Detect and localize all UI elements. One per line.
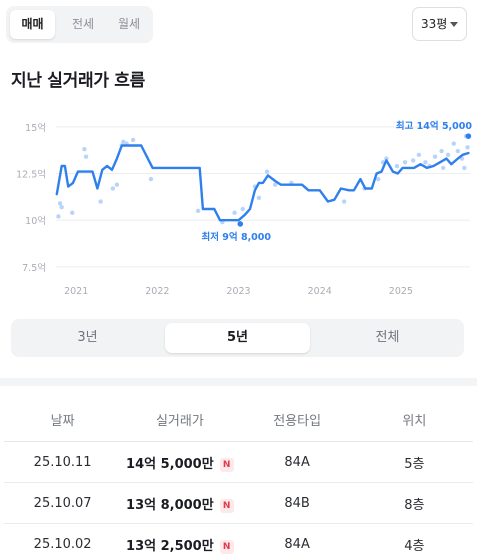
table-header-row: 날짜 실거래가 전용타입 위치 [4, 397, 473, 442]
scatter-point [195, 208, 201, 214]
y-tick-label: 10억 [25, 215, 46, 227]
new-badge: N [219, 498, 234, 513]
scatter-point [264, 169, 270, 174]
scatter-point [441, 165, 446, 171]
deal-type-tabs: 매매 전세 월세 [6, 6, 153, 43]
x-tick-label: 2021 [64, 286, 88, 297]
scatter-point [148, 176, 154, 182]
section-title: 지난 실거래가 흐름 [11, 71, 145, 91]
x-axis-labels: 2021 2022 2023 2024 2025 [64, 286, 413, 297]
table-row[interactable]: 25.10.07 13억 8,000만 N 84B 8층 [4, 482, 473, 524]
scatter-point [410, 158, 416, 163]
scatter-point [416, 152, 422, 158]
new-badge: N [219, 457, 234, 472]
scatter-point [384, 156, 389, 161]
row-price-value: 13억 2,500만 [126, 538, 214, 554]
y-tick-label: 12.5억 [16, 169, 46, 181]
scatter-point [56, 214, 61, 219]
scatter-point [272, 182, 278, 187]
min-price-label: 최저 9억 8,000 [202, 231, 272, 243]
row-price: 13억 2,500만 N [121, 523, 239, 556]
scatter-point [402, 160, 408, 165]
scatter-point [394, 163, 400, 169]
scatter-point [70, 210, 75, 215]
row-date: 25.10.02 [4, 523, 122, 556]
scatter-point [110, 186, 116, 191]
row-type: 84B [238, 482, 356, 524]
tab-period-3y[interactable]: 3년 [77, 330, 98, 345]
price-trend-chart: 7.5억 10억 12.5억 15억 2021 2022 2023 2024 2025 최고 … [16, 120, 473, 297]
scatter-point [256, 195, 262, 201]
scatter-point [445, 152, 451, 158]
scatter-point [121, 139, 126, 144]
column-header-type: 전용타입 [238, 397, 356, 442]
scatter-point [465, 145, 470, 150]
scatter-point [423, 160, 428, 165]
scatter-point [83, 154, 89, 159]
scatter-point [376, 176, 381, 182]
table-row[interactable]: 25.10.02 13억 2,500만 N 84A 4층 [4, 523, 473, 556]
scatter-point [462, 165, 467, 171]
row-floor: 8층 [355, 482, 473, 524]
scatter-point [240, 206, 245, 212]
row-floor: 4층 [355, 523, 473, 556]
scatter-point [439, 148, 444, 154]
tab-period-all[interactable]: 전체 [375, 330, 400, 345]
tab-period-5y[interactable]: 5년 [165, 323, 310, 353]
max-price-label: 최고 14억 5,000 [396, 120, 472, 132]
chart-annotations: 최고 14억 5,000 최저 9억 8,000 [202, 120, 473, 243]
y-axis-labels: 7.5억 10억 12.5억 15억 [16, 122, 46, 274]
row-price-value: 13억 8,000만 [126, 497, 214, 513]
row-price: 13억 8,000만 N [121, 482, 239, 524]
column-header-floor: 위치 [355, 397, 473, 442]
row-price-value: 14억 5,000만 [126, 456, 214, 472]
scatter-point [130, 137, 136, 143]
scatter-point [59, 204, 64, 210]
scatter-point [232, 210, 237, 215]
scatter-point [114, 182, 120, 187]
price-trend-line [55, 144, 470, 222]
scatter-point [98, 199, 103, 204]
pyeong-select[interactable]: 33평 [412, 7, 467, 41]
section-divider [0, 378, 477, 386]
y-tick-label: 15억 [25, 122, 46, 134]
scatter-point [455, 148, 461, 154]
tab-sale[interactable]: 매매 [10, 10, 55, 39]
max-point-marker [465, 133, 472, 139]
row-price: 14억 5,000만 N [121, 441, 239, 483]
x-tick-label: 2022 [145, 286, 169, 297]
column-header-price: 실거래가 [121, 397, 239, 442]
scatter-points [56, 133, 470, 225]
y-tick-label: 7.5억 [22, 262, 46, 274]
scatter-point [82, 147, 87, 152]
period-tabs: 3년 5년 전체 [11, 319, 464, 357]
x-tick-label: 2023 [226, 286, 250, 297]
row-floor: 5층 [355, 441, 473, 483]
tab-jeonse[interactable]: 전세 [71, 17, 95, 31]
x-tick-label: 2025 [389, 286, 413, 297]
scatter-point [451, 141, 456, 146]
x-tick-label: 2024 [308, 286, 332, 297]
row-type: 84A [238, 441, 356, 483]
chevron-down-icon [450, 22, 458, 27]
scatter-point [341, 199, 347, 204]
row-date: 25.10.07 [4, 482, 122, 524]
scatter-point [432, 154, 438, 159]
row-type: 84A [238, 523, 356, 556]
min-point-marker [237, 221, 244, 227]
column-header-date: 날짜 [4, 397, 122, 442]
table-row[interactable]: 25.10.11 14억 5,000만 N 84A 5층 [4, 441, 473, 483]
row-date: 25.10.11 [4, 441, 122, 483]
tab-monthly-rent[interactable]: 월세 [117, 17, 141, 31]
pyeong-select-value: 33평 [421, 17, 448, 31]
chart-grid [56, 126, 470, 268]
scatter-point [57, 201, 63, 206]
transaction-table: 날짜 실거래가 전용타입 위치 25.10.11 14억 5,000만 N 84A… [4, 397, 473, 556]
new-badge: N [219, 539, 234, 554]
